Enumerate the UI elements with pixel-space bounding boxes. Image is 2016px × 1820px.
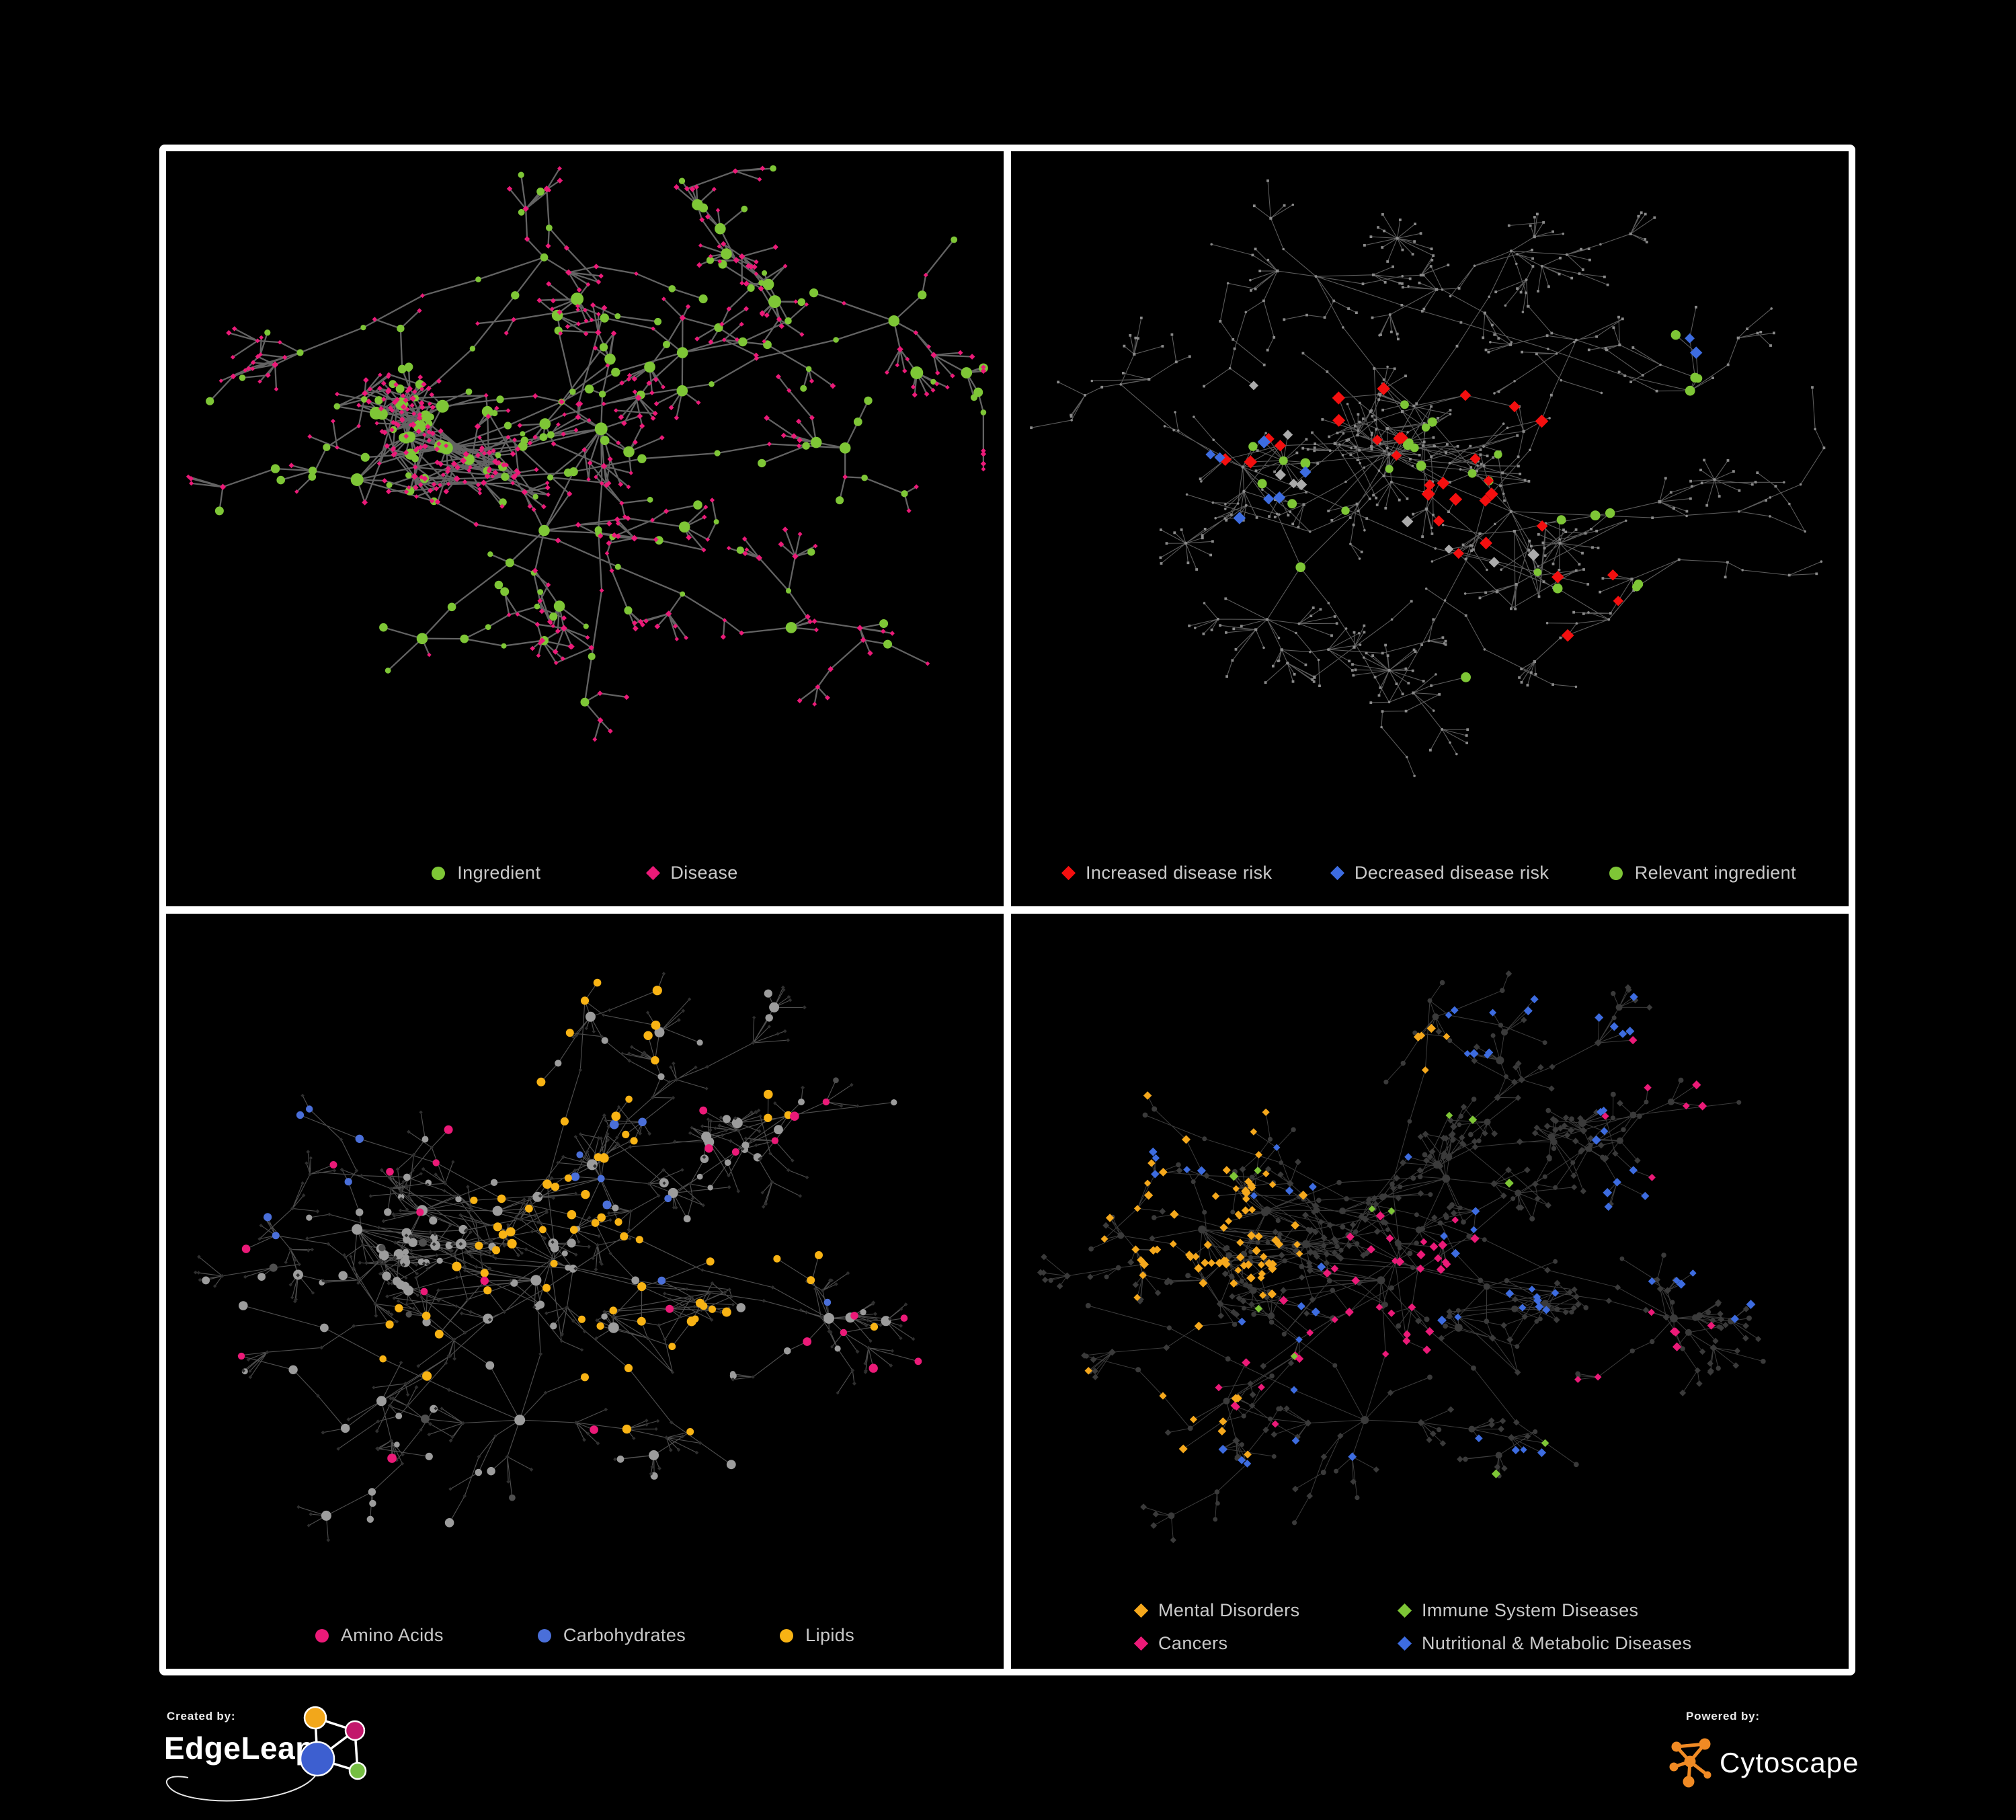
cytoscape-wordmark: Cytoscape <box>1720 1747 1859 1778</box>
base-nodes <box>1030 179 1826 752</box>
panel-ingredient-classes: Amino Acids Carbohydrates Lipids <box>166 914 1004 1669</box>
legend-label: Ingredient <box>457 863 541 883</box>
base-nodes <box>1048 980 1766 1526</box>
increased-disease-risk-diamond-marker <box>1061 865 1076 881</box>
ingredient-circle-marker <box>432 866 446 880</box>
highlight-nodes <box>1148 992 1756 1468</box>
legend-item-lipids: Lipids <box>780 1625 854 1646</box>
created-by-label: Created by: <box>167 1710 235 1723</box>
lipids-circle-marker <box>780 1628 794 1643</box>
legend-item-nutritional-metabolic-diseases: Nutritional & Metabolic Diseases <box>1397 1633 1692 1654</box>
nutritional-metabolic-diseases-diamond-marker <box>1397 1636 1412 1651</box>
disease-risk-legend: Increased disease risk Decreased disease … <box>1011 863 1849 883</box>
legend-item-ingredient: Ingredient <box>432 863 540 883</box>
highlight-nodes <box>1248 329 1703 682</box>
base-nodes <box>202 989 897 1528</box>
network-edges <box>187 167 985 740</box>
carbohydrates-circle-marker <box>537 1628 551 1643</box>
legend-item-mental-disorders: Mental Disorders <box>1133 1600 1400 1621</box>
cancers-diamond-marker <box>1133 1636 1149 1651</box>
base-nodes <box>186 165 987 742</box>
disease-classes-legend: Mental Disorders Immune System Diseases Ca… <box>1011 1600 1849 1654</box>
legend-label: Lipids <box>805 1625 855 1645</box>
legend-item-cancers: Cancers <box>1133 1633 1400 1654</box>
highlight-nodes <box>1084 1023 1451 1459</box>
panel-disease-classes: Mental Disorders Immune System Diseases Ca… <box>1011 914 1849 1669</box>
legend-label: Nutritional & Metabolic Diseases <box>1422 1633 1692 1653</box>
legend-item-carbohydrates: Carbohydrates <box>537 1625 686 1646</box>
legend-label: Cancers <box>1158 1633 1228 1653</box>
legend-item-relevant-ingredient: Relevant ingredient <box>1609 863 1796 883</box>
mental-disorders-diamond-marker <box>1133 1603 1149 1618</box>
edgeleap-node-blue <box>299 1741 335 1777</box>
legend-item-decreased-disease-risk: Decreased disease risk <box>1330 863 1549 883</box>
four-panel-figure: Ingredient Disease Increased disease risk… <box>159 145 1855 1675</box>
legend-label: Carbohydrates <box>563 1625 686 1645</box>
edgeleap-node-magenta <box>344 1720 366 1741</box>
disease-diamond-marker <box>646 865 661 881</box>
legend-label: Amino Acids <box>340 1625 444 1645</box>
legend-label: Mental Disorders <box>1158 1600 1300 1620</box>
relevant-ingredient-circle-marker <box>1609 866 1623 880</box>
legend-label: Increased disease risk <box>1086 863 1273 883</box>
highlight-nodes <box>1219 382 1623 642</box>
network-edges <box>195 973 919 1541</box>
decreased-disease-risk-diamond-marker <box>1330 865 1344 881</box>
highlight-nodes <box>264 1105 832 1306</box>
ingredient-disease-network <box>186 165 988 742</box>
edgeleap-branding: Created by: EdgeLeap <box>164 1706 367 1802</box>
highlight-nodes <box>1249 381 1540 568</box>
immune-system-diseases-diamond-marker <box>1397 1603 1412 1618</box>
panel-disease-risk: Increased disease risk Decreased disease … <box>1011 151 1849 906</box>
network-edges <box>1031 180 1824 777</box>
edgeleap-swoosh <box>166 1774 317 1802</box>
edgeleap-node-orange <box>303 1706 327 1730</box>
legend-item-immune-system-diseases: Immune System Diseases <box>1397 1600 1691 1621</box>
disease-classes-network <box>1037 970 1766 1544</box>
ingredient-disease-legend: Ingredient Disease <box>166 863 1004 883</box>
legend-item-amino-acids: Amino Acids <box>315 1625 444 1646</box>
base-nodes <box>1070 203 1823 777</box>
cytoscape-branding: Powered by: Cytoscape <box>1669 1710 1859 1788</box>
disease-risk-network <box>1030 179 1826 777</box>
network-edges <box>1040 973 1764 1541</box>
ingredient-classes-network <box>194 972 922 1542</box>
edgeleap-wordmark: EdgeLeap <box>164 1731 315 1766</box>
edgeleap-logo-icon <box>166 1706 367 1802</box>
legend-item-increased-disease-risk: Increased disease risk <box>1061 863 1273 883</box>
highlight-nodes <box>379 978 879 1435</box>
legend-label: Disease <box>670 863 738 883</box>
ingredient-classes-legend: Amino Acids Carbohydrates Lipids <box>166 1625 1004 1646</box>
cytoscape-logo-icon <box>1669 1738 1711 1788</box>
panel-ingredient-disease: Ingredient Disease <box>166 151 1004 906</box>
legend-item-disease: Disease <box>646 863 738 883</box>
legend-label: Relevant ingredient <box>1634 863 1796 883</box>
legend-label: Decreased disease risk <box>1354 863 1549 883</box>
legend-label: Immune System Diseases <box>1422 1600 1639 1620</box>
powered-by-label: Powered by: <box>1686 1710 1760 1723</box>
edgeleap-node-green <box>348 1762 367 1780</box>
amino-acids-circle-marker <box>315 1628 329 1643</box>
